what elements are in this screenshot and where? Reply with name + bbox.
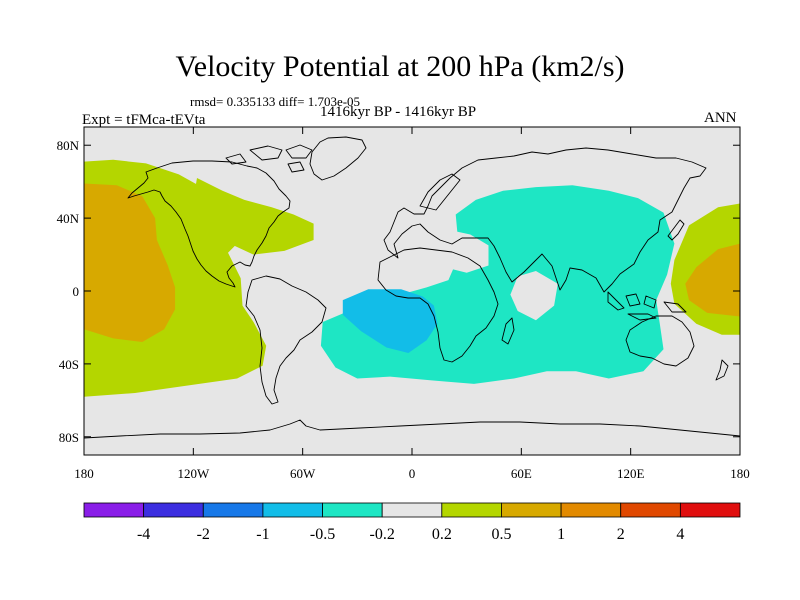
region-west-pacific-strong: [685, 243, 740, 317]
region-atlantic-south-negative: [342, 289, 438, 353]
colorbar-swatch: [679, 502, 741, 518]
coastline-australia: [625, 315, 695, 367]
experiment-label: Expt = tFMca-tEVta: [82, 112, 206, 128]
coastline-new-zealand: [715, 359, 729, 381]
coastline-south-america: [245, 275, 327, 405]
colorbar-label: -4: [137, 526, 150, 543]
region-atlantic-north-positive: [193, 178, 314, 255]
colorbar-label: 4: [676, 526, 684, 543]
lon-tick-label: 120E: [617, 466, 645, 481]
season-label: ANN: [704, 110, 737, 126]
colorbar-swatch: [322, 502, 383, 518]
lon-tick-label: 60E: [511, 466, 532, 481]
coastline-africa: [377, 247, 499, 363]
coastline-greenland: [309, 136, 367, 181]
coastline-arctic-islands: [225, 144, 313, 173]
lat-tick-label: 40N: [57, 211, 80, 226]
lat-tick-label: 80S: [59, 430, 79, 445]
lon-tick-label: 60W: [290, 466, 316, 481]
lon-tick-label: 180: [74, 466, 94, 481]
colorbar-swatch: [381, 502, 443, 518]
colorbar-swatch: [441, 502, 502, 518]
coastline-antarctica: [84, 419, 740, 439]
colorbar-label: 2: [617, 526, 625, 543]
colorbar-label: -2: [197, 526, 210, 543]
lon-tick-label: 0: [409, 466, 416, 481]
coastlines: [84, 136, 740, 439]
lon-tick-label: 120W: [177, 466, 210, 481]
colorbar-swatch: [501, 502, 562, 518]
stats-line: rmsd= 0.335133 diff= 1.703e-05: [190, 94, 361, 109]
lat-tick-label: 40S: [59, 357, 79, 372]
map-axes: 80N 40N 0 40S 80S 180 120W 60W 0 60E 120E 180: [57, 127, 750, 481]
colorbar-swatch: [202, 502, 264, 518]
colorbar-swatch: [620, 502, 681, 518]
lat-tick-label: 0: [73, 284, 80, 299]
period-label: 1416kyr BP - 1416kyr BP: [320, 104, 477, 120]
lon-tick-label: 180: [730, 466, 750, 481]
coastline-japan: [667, 219, 685, 241]
map-title: Velocity Potential at 200 hPa (km2/s): [175, 50, 625, 83]
coastline-north-america: [127, 160, 291, 288]
colorbar-label: 1: [557, 526, 565, 543]
coastline-eurasia: [383, 147, 707, 293]
colorbar-label: -0.2: [370, 526, 395, 543]
colorbar-label: -1: [256, 526, 269, 543]
colorbar-label: -0.5: [310, 526, 335, 543]
region-pacific-east-strong: [84, 183, 176, 342]
colorbar-swatch: [83, 502, 145, 518]
colorbar: -4 -2 -1 -0.5 -0.2 0.2 0.5 1 2 4: [83, 502, 741, 543]
coastline-scandinavia: [419, 173, 461, 211]
lat-tick-label: 80N: [57, 138, 80, 153]
region-indian-ocean-neutral: [510, 271, 558, 321]
coastline-madagascar: [501, 317, 515, 345]
colorbar-swatch: [262, 502, 323, 518]
colorbar-swatch: [560, 502, 622, 518]
coastline-maritime-continent: [607, 291, 687, 321]
colorbar-label: 0.2: [432, 526, 452, 543]
colorbar-swatch: [143, 502, 204, 518]
colorbar-label: 0.5: [491, 526, 511, 543]
